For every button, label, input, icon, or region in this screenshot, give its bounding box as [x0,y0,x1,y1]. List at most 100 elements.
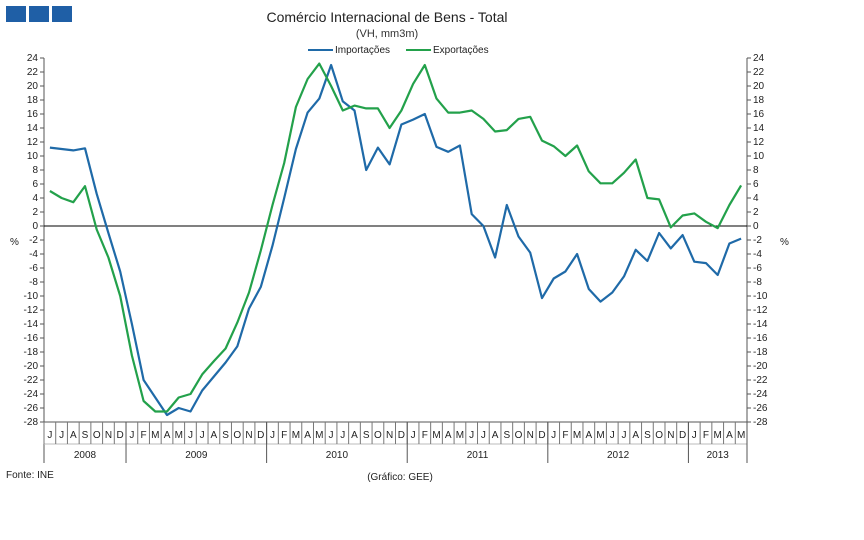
y-tick-label-right: -16 [753,333,768,344]
month-label: D [117,430,124,441]
month-label: J [469,430,474,441]
y-tick-label-left: 4 [32,193,38,204]
y-tick-label-left: -18 [24,347,39,358]
month-label: J [270,430,275,441]
legend: Importações Exportações [308,45,489,56]
y-tick-label-right: 6 [753,179,759,190]
month-label: A [726,430,733,441]
y-tick-label-left: -10 [24,291,39,302]
y-tick-label-right: -24 [753,389,768,400]
month-label: N [527,430,534,441]
y-tick-label-right: 8 [753,165,759,176]
y-tick-label-left: 8 [32,165,38,176]
month-label: N [386,430,393,441]
y-tick-label-right: 18 [753,95,765,106]
year-label: 2013 [707,450,730,461]
month-label: O [93,430,101,441]
y-tick-label-right: -14 [753,319,768,330]
month-label: J [129,430,134,441]
y-label-right: % [780,237,789,248]
y-tick-label-left: 12 [27,137,39,148]
source-note: Fonte: INE [6,470,54,481]
month-label: D [538,430,545,441]
legend-label-exportacoes: Exportações [433,45,489,56]
year-label: 2011 [467,450,489,461]
y-tick-label-left: -2 [29,235,38,246]
y-tick-label-left: 18 [27,95,39,106]
year-label: 2012 [607,450,630,461]
y-tick-label-left: 16 [27,109,39,120]
month-label: A [70,430,77,441]
series-line-exportacoes [49,62,743,413]
month-label: F [562,430,568,441]
month-label: M [432,430,440,441]
month-label: A [632,430,639,441]
month-label: D [257,430,264,441]
month-label: A [445,430,452,441]
y-tick-label-left: 24 [27,53,39,64]
month-label: J [481,430,486,441]
y-tick-label-left: -8 [29,277,38,288]
month-label: F [281,430,287,441]
logo-block-icon [6,6,26,22]
chart-title: Comércio Internacional de Bens - Total [267,9,508,25]
year-label: 2009 [185,450,208,461]
chart-credit: (Gráfico: GEE) [367,472,433,483]
y-tick-label-right: -22 [753,375,768,386]
y-tick-label-right: 0 [753,221,759,232]
y-tick-label-left: -22 [24,375,39,386]
month-label: M [175,430,183,441]
month-label: J [200,430,205,441]
y-tick-label-left: -28 [24,417,39,428]
y-tick-label-right: -18 [753,347,768,358]
month-label: M [315,430,323,441]
y-tick-label-left: 10 [27,151,39,162]
month-label: A [351,430,358,441]
month-label: S [222,430,229,441]
month-label: J [329,430,334,441]
y-tick-label-left: -26 [24,403,39,414]
month-label: M [151,430,159,441]
y-tick-label-right: 12 [753,137,765,148]
logo-block-icon [52,6,72,22]
month-label: A [164,430,171,441]
y-tick-label-left: -12 [24,305,39,316]
month-label: M [596,430,604,441]
legend-label-importacoes: Importações [335,45,390,56]
month-label: N [245,430,252,441]
month-label: J [610,430,615,441]
year-label: 2008 [74,450,97,461]
y-tick-label-left: -4 [29,249,38,260]
month-label: A [585,430,592,441]
y-tick-label-right: -28 [753,417,768,428]
month-label: S [363,430,370,441]
logo-block-icon [29,6,49,22]
y-tick-label-right: 14 [753,123,765,134]
y-tick-label-left: 20 [27,81,39,92]
month-label: O [374,430,382,441]
month-label: D [398,430,405,441]
month-label: A [304,430,311,441]
y-tick-label-left: -14 [24,319,39,330]
month-label: M [292,430,300,441]
y-tick-label-right: 22 [753,67,765,78]
month-label: J [411,430,416,441]
month-label: J [692,430,697,441]
series-lines [49,62,743,417]
y-tick-label-left: -6 [29,263,38,274]
month-label: M [714,430,722,441]
month-label: J [621,430,626,441]
month-label: J [188,430,193,441]
month-label: J [47,430,52,441]
y-tick-label-left: 22 [27,67,39,78]
month-label: J [551,430,556,441]
logo [6,6,72,22]
y-tick-label-left: 14 [27,123,39,134]
month-label: A [492,430,499,441]
y-tick-label-left: 2 [32,207,38,218]
month-label: D [679,430,686,441]
y-tick-label-right: -2 [753,235,762,246]
